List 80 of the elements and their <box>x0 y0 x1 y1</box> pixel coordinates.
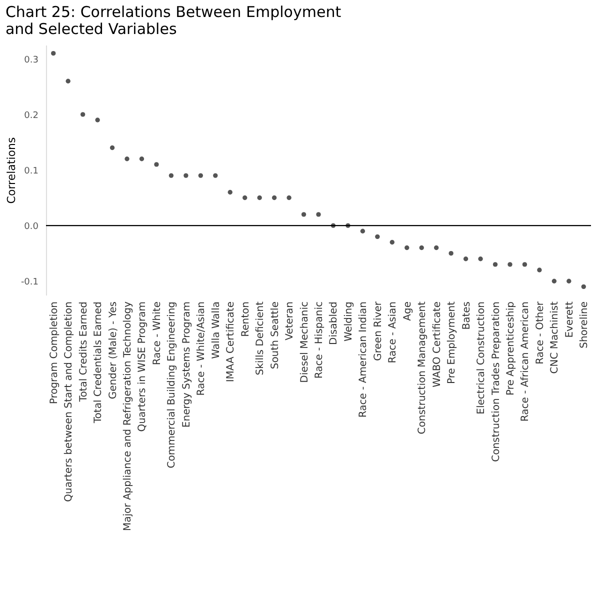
point <box>375 234 380 240</box>
x-tick-label: Welding <box>343 302 354 342</box>
x-tick-label: Disabled <box>328 302 340 345</box>
x-tick-label: Green River <box>372 300 384 361</box>
x-tick-label: Everett <box>564 301 576 338</box>
x-tick-label: WABO Certificate <box>432 302 443 388</box>
point <box>419 245 424 250</box>
y-tick-label: 0.0 <box>24 222 39 232</box>
x-tick-label: Construction Trades Preparation <box>490 302 502 462</box>
point <box>154 162 159 167</box>
point <box>434 245 439 250</box>
point <box>301 212 306 217</box>
y-tick-label: 0.2 <box>24 110 38 121</box>
x-tick-label: IMAA Certificate <box>226 302 237 382</box>
point <box>360 228 366 234</box>
point <box>66 78 70 84</box>
point <box>168 173 174 178</box>
x-tick-label: Program Completion <box>48 302 60 404</box>
point <box>316 212 321 217</box>
point <box>566 278 572 284</box>
x-tick-label: Race - White/Asian <box>196 302 208 396</box>
point <box>522 262 528 267</box>
x-tick-label: Race - Other <box>534 300 546 364</box>
y-axis-title: Correlations <box>4 137 18 204</box>
x-tick-label: Bates <box>461 302 472 330</box>
point <box>198 173 204 178</box>
x-tick-label: Diesel Mechanic <box>299 302 310 383</box>
point <box>404 245 410 250</box>
x-tick-label: CNC Machinist <box>550 301 561 374</box>
y-tick-label: 0.1 <box>24 166 38 176</box>
x-tick-label: Race - American Indian <box>358 302 370 418</box>
text: Chart 25: Correlations Between Employment <box>5 3 342 21</box>
x-tick-label: Electrical Construction <box>476 302 488 414</box>
point <box>213 173 218 178</box>
x-tick-label: Commercial Building Engineering <box>166 302 178 468</box>
x-tick-label: Construction Management <box>417 301 428 434</box>
point <box>478 256 483 262</box>
x-tick-label: Total Credentials Earned <box>93 302 104 424</box>
point <box>110 145 115 150</box>
x-tick-label: Shoreline <box>579 302 590 348</box>
x-tick-label: Pre Employment <box>446 301 458 384</box>
point <box>139 156 144 162</box>
x-tick-label: Age <box>402 302 414 321</box>
point <box>448 250 454 256</box>
point <box>492 262 498 267</box>
x-tick-label: Veteran <box>284 302 296 340</box>
x-tick-label: Race - Asian <box>388 302 399 364</box>
x-tick-label: Major Appliance and Refrigeration Technology <box>122 301 134 531</box>
point <box>257 195 262 200</box>
point <box>184 173 188 178</box>
x-tick-label: Skills Deficient <box>255 301 266 376</box>
x-tick-label: Pre Apprenticeship <box>505 302 516 396</box>
point <box>537 268 542 272</box>
point <box>508 262 512 267</box>
x-tick-label: Walla Walla <box>210 302 222 359</box>
point <box>463 256 468 262</box>
x-tick-label: Quarters in WISE Program <box>137 302 148 432</box>
point <box>228 190 232 195</box>
x-tick-label: South Seattle <box>270 302 281 370</box>
x-tick-label: Race - African American <box>520 302 532 422</box>
x-tick-label: Energy Systems Program <box>181 302 192 428</box>
y-tick-label: 0.3 <box>24 55 38 66</box>
point <box>124 156 130 162</box>
point <box>51 50 56 56</box>
point <box>552 278 557 284</box>
x-tick-label: Total Credits Earned <box>78 302 90 403</box>
point <box>390 240 394 245</box>
x-tick-label: Gender (Male) - Yes <box>108 302 119 400</box>
point <box>242 195 248 200</box>
x-tick-label: Race - White <box>152 302 163 366</box>
point <box>286 195 292 200</box>
point <box>95 118 100 122</box>
text: and Selected Variables <box>5 20 177 38</box>
point <box>581 284 586 290</box>
point <box>272 195 277 200</box>
x-tick-label: Quarters between Start and Completion <box>64 302 75 502</box>
x-tick-label: Renton <box>240 302 252 337</box>
x-tick-label: Race - Hispanic <box>314 302 325 379</box>
point <box>80 112 86 117</box>
y-tick-label: -0.1 <box>20 278 38 288</box>
